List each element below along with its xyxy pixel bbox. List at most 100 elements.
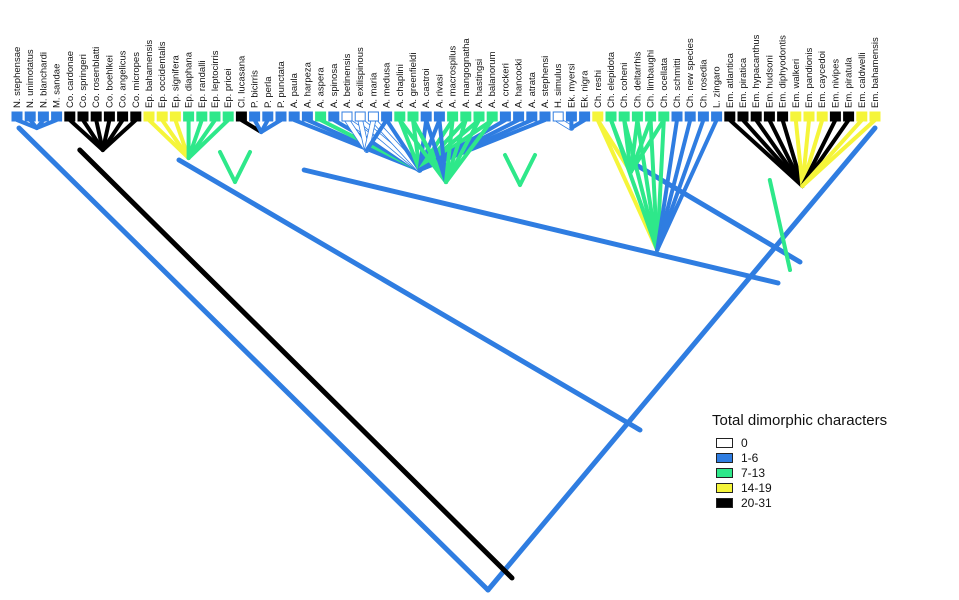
branch-4-31 [417, 118, 429, 172]
tip-marker [420, 111, 432, 122]
tip-marker [499, 111, 511, 122]
legend-title: Total dimorphic characters [712, 412, 888, 429]
tip-marker [737, 111, 749, 122]
tip-marker [724, 111, 736, 122]
tip-marker [592, 111, 604, 122]
branch-9-53 [655, 118, 719, 252]
tip-marker [315, 111, 327, 122]
legend-item-2: 7-13 [716, 465, 952, 480]
taxon-label: Em. walkeri [791, 59, 802, 108]
branch-9-51 [655, 118, 693, 252]
branch-4-28 [384, 118, 422, 172]
tip-marker [486, 111, 498, 122]
branch-6-32 [437, 118, 448, 184]
taxon-label: Co. cardonae [65, 51, 76, 108]
tip-marker [288, 111, 300, 122]
taxon-label: A. mangognatha [461, 38, 472, 108]
tip-marker [143, 111, 155, 122]
taxon-label: Co. angelicus [118, 50, 129, 108]
taxon-label: A. spinosa [329, 63, 340, 108]
branch-2-16 [186, 118, 231, 160]
tip-marker [803, 111, 815, 122]
taxon-label: A. stephensi [540, 56, 551, 108]
branch-9-47 [635, 118, 660, 252]
taxon-label: Ch. schmitti [672, 58, 683, 108]
legend-swatch-2 [716, 467, 733, 478]
tip-marker [354, 111, 366, 122]
taxon-label: Co. boehlkei [104, 55, 115, 108]
tip-marker [843, 111, 855, 122]
taxon-label: A. harpeza [302, 61, 313, 108]
legend: Total dimorphic characters 0 1-6 7-13 14… [712, 412, 952, 510]
legend-swatch-3 [716, 482, 733, 493]
branch-9-45 [609, 118, 660, 252]
taxon-label: Co. springeri [78, 54, 89, 108]
tip-marker [328, 111, 340, 122]
tip-marker [671, 111, 683, 122]
ep-stem [176, 157, 643, 433]
taxon-label: Ep. occidentalis [157, 41, 168, 108]
taxon-label: Em. piratica [738, 57, 749, 108]
branch-10-65 [800, 118, 877, 188]
tip-marker [447, 111, 459, 122]
branch-1-5 [81, 118, 105, 152]
tip-marker [394, 111, 406, 122]
taxon-label: N. blanchardi [38, 52, 49, 108]
branch-10-58 [780, 118, 805, 188]
tip-marker [605, 111, 617, 122]
branch-9-46 [622, 118, 660, 252]
tip-marker [869, 111, 881, 122]
tip-marker [367, 111, 379, 122]
taxon-label: Ep. randalli [197, 60, 208, 108]
tip-marker [37, 111, 49, 122]
legend-item-3: 14-19 [716, 480, 952, 495]
taxon-label: A. atrata [527, 71, 538, 108]
taxon-label: A. castroi [421, 68, 432, 108]
branch-5-28 [364, 118, 389, 152]
taxon-label: A. balanorum [487, 51, 498, 108]
tip-marker [196, 111, 208, 122]
tip-marker [829, 111, 841, 122]
taxon-label: Em. atlantica [725, 52, 736, 108]
branch-6-30 [411, 118, 448, 184]
tip-marker [117, 111, 129, 122]
tip-marker [103, 111, 115, 122]
tree-branches [15, 117, 878, 593]
branch-9-52 [655, 118, 706, 252]
taxon-label: M. sandae [52, 64, 63, 108]
chaenopsis-stem [625, 157, 803, 265]
branch-9-44 [595, 118, 660, 252]
tip-marker [618, 111, 630, 122]
branch-1-9 [100, 118, 138, 152]
taxon-label: Co. rosenblatti [91, 47, 102, 108]
apex-b-0 [233, 150, 252, 184]
tip-markers [11, 111, 881, 122]
taxon-label: N. stephensae [12, 47, 23, 108]
tip-marker [262, 111, 274, 122]
branch-3-20 [259, 118, 283, 134]
taxon-label: Em. caldwelli [857, 53, 868, 108]
taxon-label: Ep. signifera [170, 54, 181, 108]
coralliozetus-stem [77, 147, 515, 581]
taxon-label: Ch. coheni [619, 63, 630, 108]
tip-marker [513, 111, 525, 122]
branch-6-31 [424, 118, 448, 184]
taxon-label: H. simulus [553, 63, 564, 108]
taxon-label: Em. caycedoi [817, 51, 828, 108]
apex-a-1 [503, 153, 522, 187]
branch-9-50 [655, 118, 679, 252]
taxon-label: Em. hypacanthus [751, 34, 762, 108]
legend-label-0: 0 [741, 435, 748, 450]
taxon-label: Ek. myersi [566, 64, 577, 108]
tip-marker [552, 111, 564, 122]
branch-10-57 [767, 118, 805, 188]
tip-marker [565, 111, 577, 122]
tip-marker [526, 111, 538, 122]
taxon-label: P. perla [263, 76, 274, 108]
tip-marker [169, 111, 181, 122]
legend-item-1: 1-6 [716, 450, 952, 465]
legend-swatch-0 [716, 437, 733, 448]
taxon-label: Ep. bahamensis [144, 40, 155, 108]
tip-marker [51, 111, 63, 122]
taxon-label: Ch. elepidota [606, 51, 617, 108]
